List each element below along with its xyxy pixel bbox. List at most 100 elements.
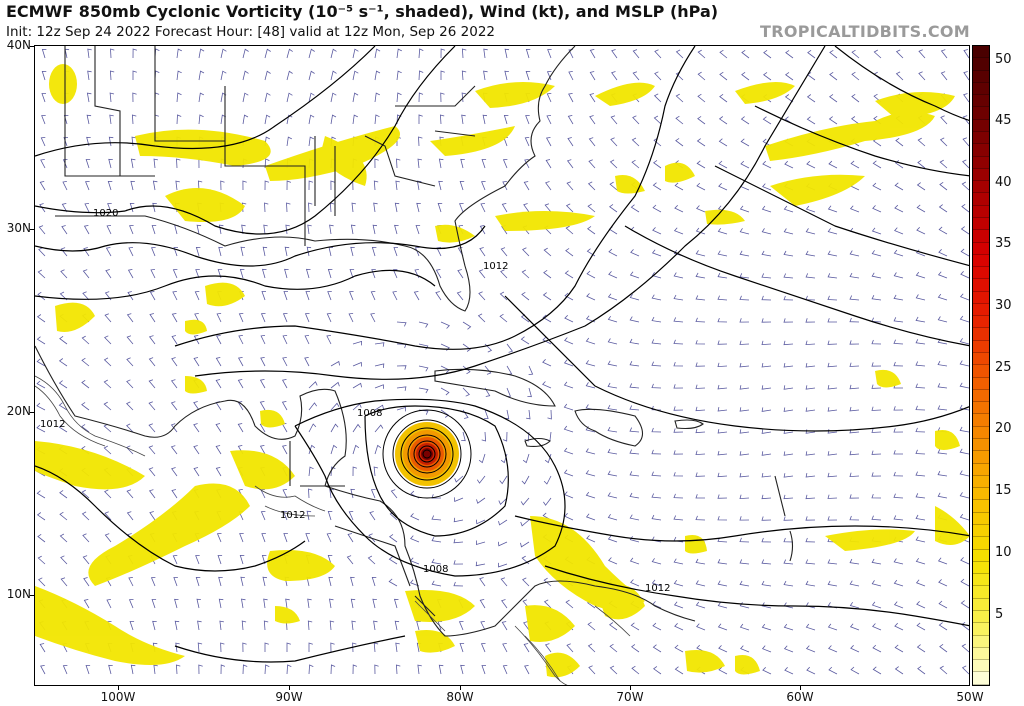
wind-barb	[238, 335, 244, 345]
wind-barb	[440, 70, 445, 80]
wind-barb	[739, 228, 750, 235]
wind-barb	[937, 470, 948, 477]
wind-barb	[373, 180, 379, 191]
wind-barb	[459, 203, 464, 213]
wind-barb	[673, 472, 684, 477]
wind-barb	[937, 360, 948, 367]
wind-barb	[585, 448, 596, 455]
wind-barb	[285, 598, 290, 609]
wind-barb	[196, 598, 201, 609]
wind-barb	[828, 116, 838, 125]
wind-barb	[502, 181, 508, 191]
wind-barb	[81, 424, 90, 433]
wind-barb	[607, 360, 618, 367]
wind-barb	[41, 48, 47, 59]
wind-barb	[109, 92, 115, 103]
wind-barb	[367, 555, 376, 565]
wind-barb	[872, 205, 882, 213]
wind-barb	[761, 559, 772, 565]
wind-barb	[104, 291, 112, 301]
wind-barb	[392, 291, 398, 301]
wind-barb	[547, 49, 552, 59]
wind-barb	[963, 93, 969, 103]
wind-barb	[415, 225, 421, 235]
wind-barb	[174, 598, 179, 609]
wind-barb	[585, 491, 596, 499]
colorbar-segment	[973, 586, 989, 599]
wind-barb	[394, 620, 400, 631]
wind-barb	[374, 404, 384, 411]
wind-barb	[673, 558, 684, 565]
wind-barb	[783, 363, 794, 368]
wind-barb	[304, 313, 310, 323]
wind-barb	[961, 203, 969, 213]
wind-barb	[330, 381, 340, 389]
wind-barb	[893, 339, 904, 345]
wind-barb	[61, 203, 68, 213]
colorbar-segment	[973, 524, 989, 538]
wind-barb	[330, 180, 335, 191]
wind-barb	[109, 70, 115, 81]
wind-barb	[216, 313, 222, 323]
wind-barb	[374, 48, 381, 59]
wind-barb	[849, 406, 860, 412]
wind-barb	[350, 576, 355, 587]
wind-barb	[475, 540, 486, 546]
wind-barb	[717, 340, 728, 345]
wind-barb	[126, 313, 134, 323]
wind-barb	[476, 497, 486, 504]
wind-barb	[330, 402, 340, 411]
wind-barb	[438, 158, 444, 169]
wind-barb	[418, 70, 424, 81]
wind-barb	[40, 665, 46, 675]
lat-tick	[30, 412, 35, 413]
wind-barb	[521, 269, 530, 279]
map-panel[interactable]: 1020 1012 1012 1008 1012 1008 1012	[34, 45, 970, 686]
colorbar-segment	[973, 500, 989, 513]
wind-barb	[563, 381, 574, 389]
wind-barb	[326, 313, 332, 323]
wind-barb	[629, 383, 640, 389]
colorbar-segment	[973, 242, 989, 255]
wind-barb	[916, 204, 926, 213]
wind-barb	[239, 533, 244, 543]
colorbar-segment	[973, 574, 989, 587]
wind-barb	[585, 382, 596, 389]
wind-barb	[286, 114, 293, 125]
wind-barb	[392, 269, 398, 279]
wind-barb	[304, 357, 310, 367]
wind-barb	[87, 70, 92, 81]
wind-barb	[697, 93, 706, 103]
wind-barb	[609, 204, 618, 213]
wind-barb	[739, 451, 750, 456]
wind-barb	[502, 643, 508, 653]
wind-barb	[435, 269, 442, 279]
colorbar-segment	[973, 193, 989, 206]
wind-barb	[784, 160, 794, 169]
wind-barb	[608, 248, 618, 257]
wind-barb	[960, 578, 969, 587]
wind-barb	[241, 598, 246, 609]
wind-barb	[38, 225, 46, 235]
wind-barb	[651, 579, 662, 587]
wind-barb	[349, 291, 354, 301]
wind-barb	[783, 602, 794, 609]
wind-barb	[264, 180, 270, 191]
wind-barb	[805, 602, 816, 609]
wind-barb	[176, 48, 182, 59]
wind-barb	[893, 249, 904, 257]
wind-barb	[264, 158, 270, 169]
wind-barb	[851, 116, 860, 125]
wind-barb	[673, 428, 684, 433]
wind-barb	[805, 363, 816, 368]
wind-barb	[396, 48, 402, 59]
wind-barb	[871, 601, 882, 609]
wind-barb	[129, 225, 134, 235]
colorbar-label: 50	[995, 52, 1012, 67]
wind-barb	[524, 137, 530, 147]
colorbar-label: 20	[995, 421, 1012, 436]
wind-barb	[587, 203, 596, 213]
wind-barb	[893, 579, 904, 587]
wind-barb	[218, 224, 224, 235]
wind-barb	[588, 137, 596, 147]
